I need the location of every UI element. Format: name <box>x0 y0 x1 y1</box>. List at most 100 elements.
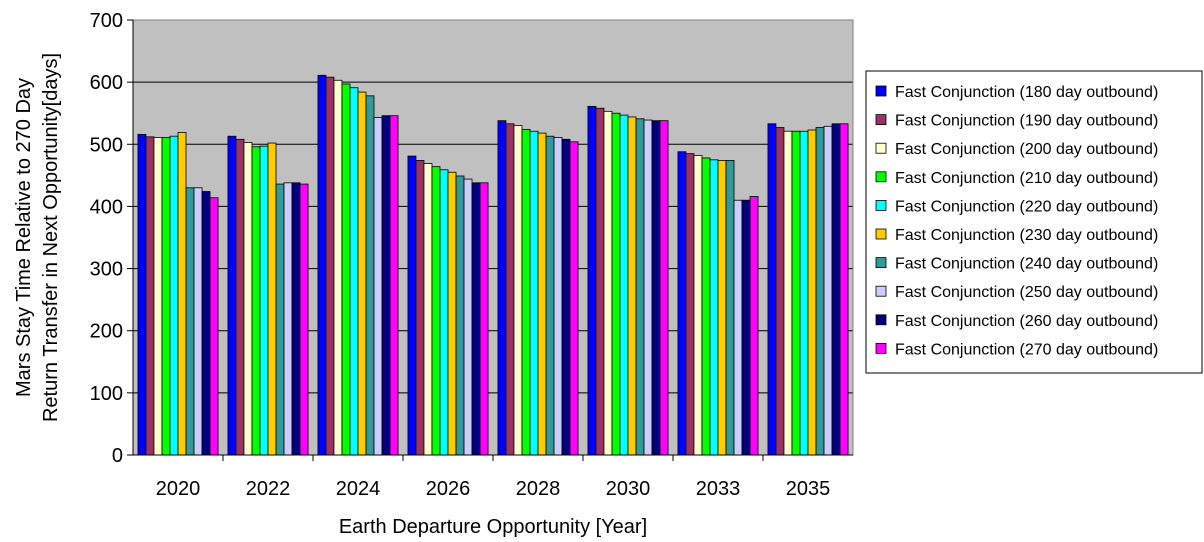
legend-label: Fast Conjunction (180 day outbound) <box>895 84 1158 101</box>
bar-2035-series-6 <box>815 127 825 456</box>
y-axis-title-line-2: Return Transfer in Next Opportunity[days… <box>40 53 62 422</box>
legend-swatch <box>875 228 887 240</box>
bar-2030-series-2 <box>603 110 613 456</box>
bar-2024-series-2 <box>333 79 343 456</box>
x-tick-label: 2028 <box>516 478 561 500</box>
bar-2035-series-4 <box>799 130 809 456</box>
legend: Fast Conjunction (180 day outbound) Fast … <box>865 70 1203 374</box>
bar-2035-series-1 <box>775 127 785 456</box>
x-tick-label: 2035 <box>786 478 831 500</box>
bar-2024-series-5 <box>357 91 367 456</box>
bar-2026-series-7 <box>463 178 473 456</box>
x-axis-title: Earth Departure Opportunity [Year] <box>339 516 647 538</box>
y-tick-label: 100 <box>90 383 123 405</box>
legend-swatch <box>875 85 887 97</box>
legend-label: Fast Conjunction (190 day outbound) <box>895 113 1158 130</box>
bar-2022-series-6 <box>275 183 285 456</box>
bar-2028-series-2 <box>513 125 523 456</box>
bar-2035-series-8 <box>831 123 841 456</box>
y-tick-label: 600 <box>90 72 123 94</box>
bar-2030-series-6 <box>635 118 645 456</box>
bar-2030-series-0 <box>587 105 597 456</box>
y-tick-label: 700 <box>90 10 123 32</box>
bar-2035-series-5 <box>807 129 817 456</box>
bar-2026-series-8 <box>471 182 481 456</box>
bar-2033-series-3 <box>701 157 711 456</box>
bar-2020-series-9 <box>209 197 219 456</box>
bar-2024-series-1 <box>325 76 335 456</box>
legend-label: Fast Conjunction (200 day outbound) <box>895 141 1158 158</box>
bar-2030-series-8 <box>651 120 661 456</box>
legend-swatch <box>875 314 887 326</box>
bar-2020-series-2 <box>153 137 163 456</box>
legend-label: Fast Conjunction (270 day outbound) <box>895 341 1158 358</box>
bar-2028-series-9 <box>569 141 579 456</box>
bar-2020-series-1 <box>145 136 155 456</box>
legend-label: Fast Conjunction (260 day outbound) <box>895 313 1158 330</box>
legend-swatch <box>875 114 887 125</box>
legend-label: Fast Conjunction (220 day outbound) <box>895 198 1158 215</box>
bar-2022-series-3 <box>251 146 261 456</box>
bar-2026-series-3 <box>431 166 441 456</box>
bar-2024-series-4 <box>349 87 359 456</box>
bar-2020-series-8 <box>201 191 211 456</box>
bars <box>137 74 849 456</box>
y-tick-label: 0 <box>112 445 123 467</box>
bar-2022-series-7 <box>283 182 293 456</box>
bar-2020-series-6 <box>185 187 195 456</box>
x-tick-labels: 2020 2022 2024 2026 2028 2030 2033 2035 <box>156 478 831 500</box>
x-tick-label: 2030 <box>606 478 651 500</box>
bar-2028-series-1 <box>505 123 515 456</box>
bar-2030-series-1 <box>595 107 605 456</box>
bar-2035-series-2 <box>783 130 793 456</box>
bar-2035-series-0 <box>767 123 777 456</box>
bar-2026-series-0 <box>407 155 417 456</box>
bar-2035-series-7 <box>823 125 833 456</box>
bar-2028-series-5 <box>537 132 547 456</box>
bar-2033-series-5 <box>717 160 727 456</box>
bar-2026-series-4 <box>439 169 449 456</box>
legend-swatch <box>875 199 887 211</box>
legend-box <box>865 70 1203 374</box>
x-tick-label: 2026 <box>426 478 471 500</box>
bar-2026-series-6 <box>455 175 465 456</box>
bar-2028-series-4 <box>529 130 539 456</box>
bar-2022-series-4 <box>259 145 269 456</box>
bar-2033-series-1 <box>685 153 695 456</box>
bar-2026-series-1 <box>415 160 425 456</box>
bar-2026-series-9 <box>479 182 489 456</box>
bar-2024-series-8 <box>381 115 391 456</box>
bar-2028-series-6 <box>545 135 555 456</box>
bar-2022-series-2 <box>243 142 253 456</box>
bar-2024-series-0 <box>317 74 327 456</box>
legend-swatch <box>875 285 887 297</box>
bar-2033-series-9 <box>749 196 759 456</box>
bar-2033-series-4 <box>709 159 719 456</box>
axes <box>127 19 853 461</box>
bar-2030-series-7 <box>643 119 653 456</box>
y-tick-label: 500 <box>90 134 123 156</box>
legend-swatch <box>875 171 887 183</box>
legend-label: Fast Conjunction (240 day outbound) <box>895 256 1158 273</box>
bar-2033-series-7 <box>733 199 743 456</box>
y-tick-label: 400 <box>90 196 123 218</box>
bar-2022-series-8 <box>291 182 301 456</box>
bar-2033-series-0 <box>677 151 687 456</box>
bar-2024-series-9 <box>389 115 399 456</box>
bar-2020-series-3 <box>161 137 171 456</box>
legend-label: Fast Conjunction (230 day outbound) <box>895 227 1158 244</box>
bar-2030-series-5 <box>627 116 637 456</box>
bar-2020-series-7 <box>193 187 203 456</box>
legend-swatch <box>875 142 887 154</box>
bar-2022-series-1 <box>235 138 245 456</box>
bar-2020-series-0 <box>137 133 147 456</box>
x-tick-label: 2033 <box>696 478 741 500</box>
bar-2022-series-9 <box>299 183 309 456</box>
bar-2033-series-8 <box>741 199 751 456</box>
bar-2024-series-3 <box>341 83 351 456</box>
y-tick-label: 200 <box>90 321 123 343</box>
bar-2035-series-9 <box>839 123 849 456</box>
bar-2020-series-4 <box>169 135 179 456</box>
legend-swatch <box>875 257 887 269</box>
